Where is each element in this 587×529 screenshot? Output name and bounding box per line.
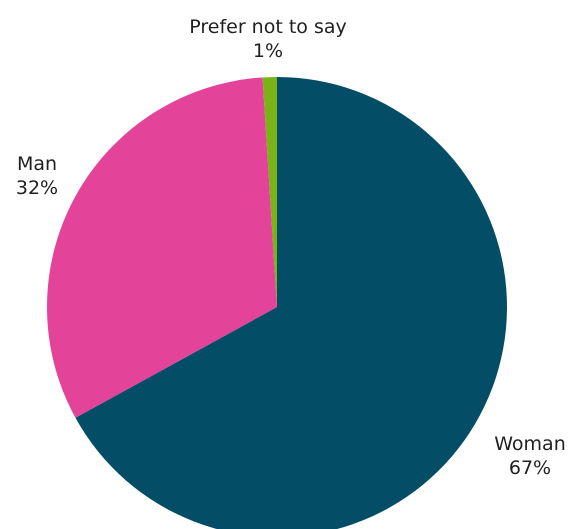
pie-slices: [47, 76, 507, 529]
slice-label-man: Man 32%: [16, 153, 58, 199]
pie-slice-woman: [75, 77, 507, 529]
slice-label-value: 67%: [509, 457, 551, 479]
slice-label-name: Man: [17, 153, 57, 175]
pie-slice-man: [47, 77, 278, 418]
slice-label-woman: Woman 67%: [494, 433, 566, 479]
slice-label-prefer-not-to-say: Prefer not to say 1%: [189, 16, 347, 62]
slice-label-name: Prefer not to say: [189, 16, 347, 38]
slice-labels: Woman 67% Man 32% Prefer not to say 1%: [16, 16, 566, 479]
slice-label-value: 1%: [253, 40, 283, 62]
pie-slice-prefer-not-to-say: [262, 76, 277, 307]
slice-label-value: 32%: [16, 177, 58, 199]
slice-label-name: Woman: [494, 433, 566, 455]
